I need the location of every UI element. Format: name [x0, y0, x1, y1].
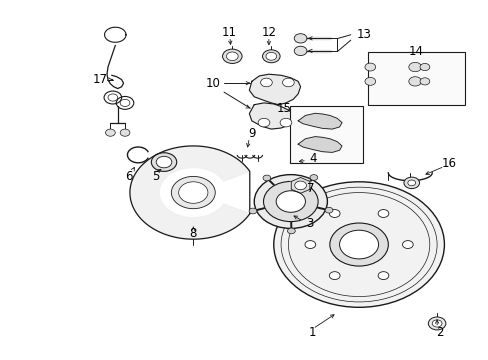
Text: 1: 1	[308, 326, 316, 339]
Circle shape	[305, 240, 315, 248]
Circle shape	[294, 34, 306, 43]
Circle shape	[407, 180, 415, 186]
Polygon shape	[298, 136, 341, 152]
Circle shape	[419, 63, 429, 71]
Circle shape	[294, 46, 306, 55]
Text: 16: 16	[441, 157, 456, 170]
Circle shape	[151, 153, 176, 171]
Circle shape	[156, 156, 171, 168]
Circle shape	[329, 210, 339, 217]
Text: 15: 15	[277, 102, 291, 115]
Text: 10: 10	[205, 77, 220, 90]
Circle shape	[339, 230, 378, 259]
Text: 9: 9	[247, 127, 255, 140]
Circle shape	[276, 191, 305, 212]
Circle shape	[431, 320, 441, 327]
Circle shape	[265, 52, 276, 60]
Circle shape	[329, 223, 387, 266]
Polygon shape	[130, 146, 249, 239]
Circle shape	[280, 118, 291, 127]
Text: 2: 2	[435, 326, 443, 339]
Circle shape	[258, 118, 269, 127]
Circle shape	[263, 175, 270, 181]
Polygon shape	[249, 74, 300, 105]
Circle shape	[260, 78, 272, 87]
Circle shape	[222, 49, 242, 63]
Circle shape	[282, 78, 294, 87]
Text: 12: 12	[261, 27, 276, 40]
Circle shape	[263, 181, 318, 222]
Polygon shape	[298, 113, 341, 129]
Circle shape	[171, 176, 215, 209]
Text: 7: 7	[306, 183, 313, 195]
Circle shape	[403, 177, 419, 189]
Circle shape	[419, 78, 429, 85]
Circle shape	[105, 129, 115, 136]
Text: 4: 4	[308, 152, 316, 165]
Circle shape	[178, 182, 207, 203]
Circle shape	[408, 62, 421, 72]
Polygon shape	[249, 103, 295, 129]
Text: 5: 5	[152, 170, 159, 183]
Circle shape	[294, 181, 306, 190]
Circle shape	[377, 272, 388, 280]
Text: 6: 6	[125, 170, 132, 183]
Circle shape	[325, 207, 332, 213]
Circle shape	[427, 317, 445, 330]
Text: 3: 3	[306, 216, 313, 230]
Circle shape	[262, 50, 280, 63]
Circle shape	[226, 52, 238, 60]
Circle shape	[248, 208, 256, 214]
Text: 17: 17	[93, 73, 108, 86]
Text: 14: 14	[408, 45, 423, 58]
Circle shape	[364, 77, 375, 85]
Polygon shape	[291, 177, 309, 193]
Circle shape	[377, 210, 388, 217]
Circle shape	[309, 175, 317, 180]
Circle shape	[254, 175, 327, 228]
Circle shape	[120, 129, 130, 136]
Circle shape	[408, 77, 421, 86]
Text: 13: 13	[356, 28, 371, 41]
FancyBboxPatch shape	[367, 52, 464, 105]
Text: 8: 8	[189, 227, 197, 240]
Circle shape	[120, 99, 130, 107]
FancyBboxPatch shape	[289, 106, 362, 163]
Circle shape	[287, 228, 295, 234]
Circle shape	[402, 240, 412, 248]
Circle shape	[108, 94, 118, 101]
Circle shape	[329, 272, 339, 280]
Text: 11: 11	[221, 27, 236, 40]
Circle shape	[364, 63, 375, 71]
Circle shape	[273, 182, 444, 307]
